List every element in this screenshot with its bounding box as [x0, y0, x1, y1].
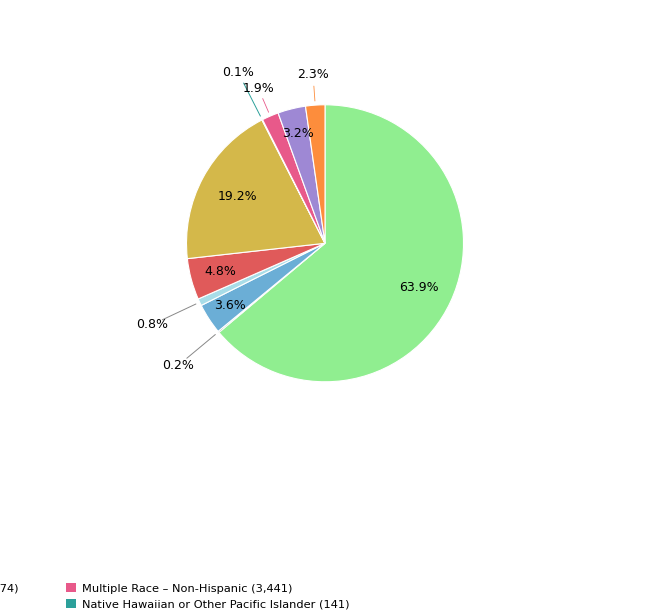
- Text: 3.2%: 3.2%: [281, 126, 313, 139]
- Text: 0.2%: 0.2%: [162, 359, 194, 372]
- Wedge shape: [262, 120, 325, 243]
- Wedge shape: [306, 105, 325, 243]
- Wedge shape: [202, 243, 325, 332]
- Text: 4.8%: 4.8%: [205, 265, 237, 278]
- Wedge shape: [187, 120, 325, 258]
- Text: 1.9%: 1.9%: [242, 82, 274, 95]
- Text: 2.3%: 2.3%: [297, 68, 329, 81]
- Wedge shape: [218, 243, 325, 332]
- Wedge shape: [187, 243, 325, 299]
- Legend: American Indian or Alaska Native (274), Asian (34,015), Black or African America: American Indian or Alaska Native (274), …: [0, 583, 349, 614]
- Wedge shape: [278, 106, 325, 243]
- Text: 3.6%: 3.6%: [214, 299, 246, 312]
- Wedge shape: [198, 243, 325, 305]
- Wedge shape: [263, 113, 325, 243]
- Text: 63.9%: 63.9%: [399, 281, 439, 293]
- Text: 19.2%: 19.2%: [217, 190, 257, 203]
- Text: 0.8%: 0.8%: [136, 318, 168, 331]
- Wedge shape: [219, 105, 463, 382]
- Text: 0.1%: 0.1%: [222, 66, 254, 79]
